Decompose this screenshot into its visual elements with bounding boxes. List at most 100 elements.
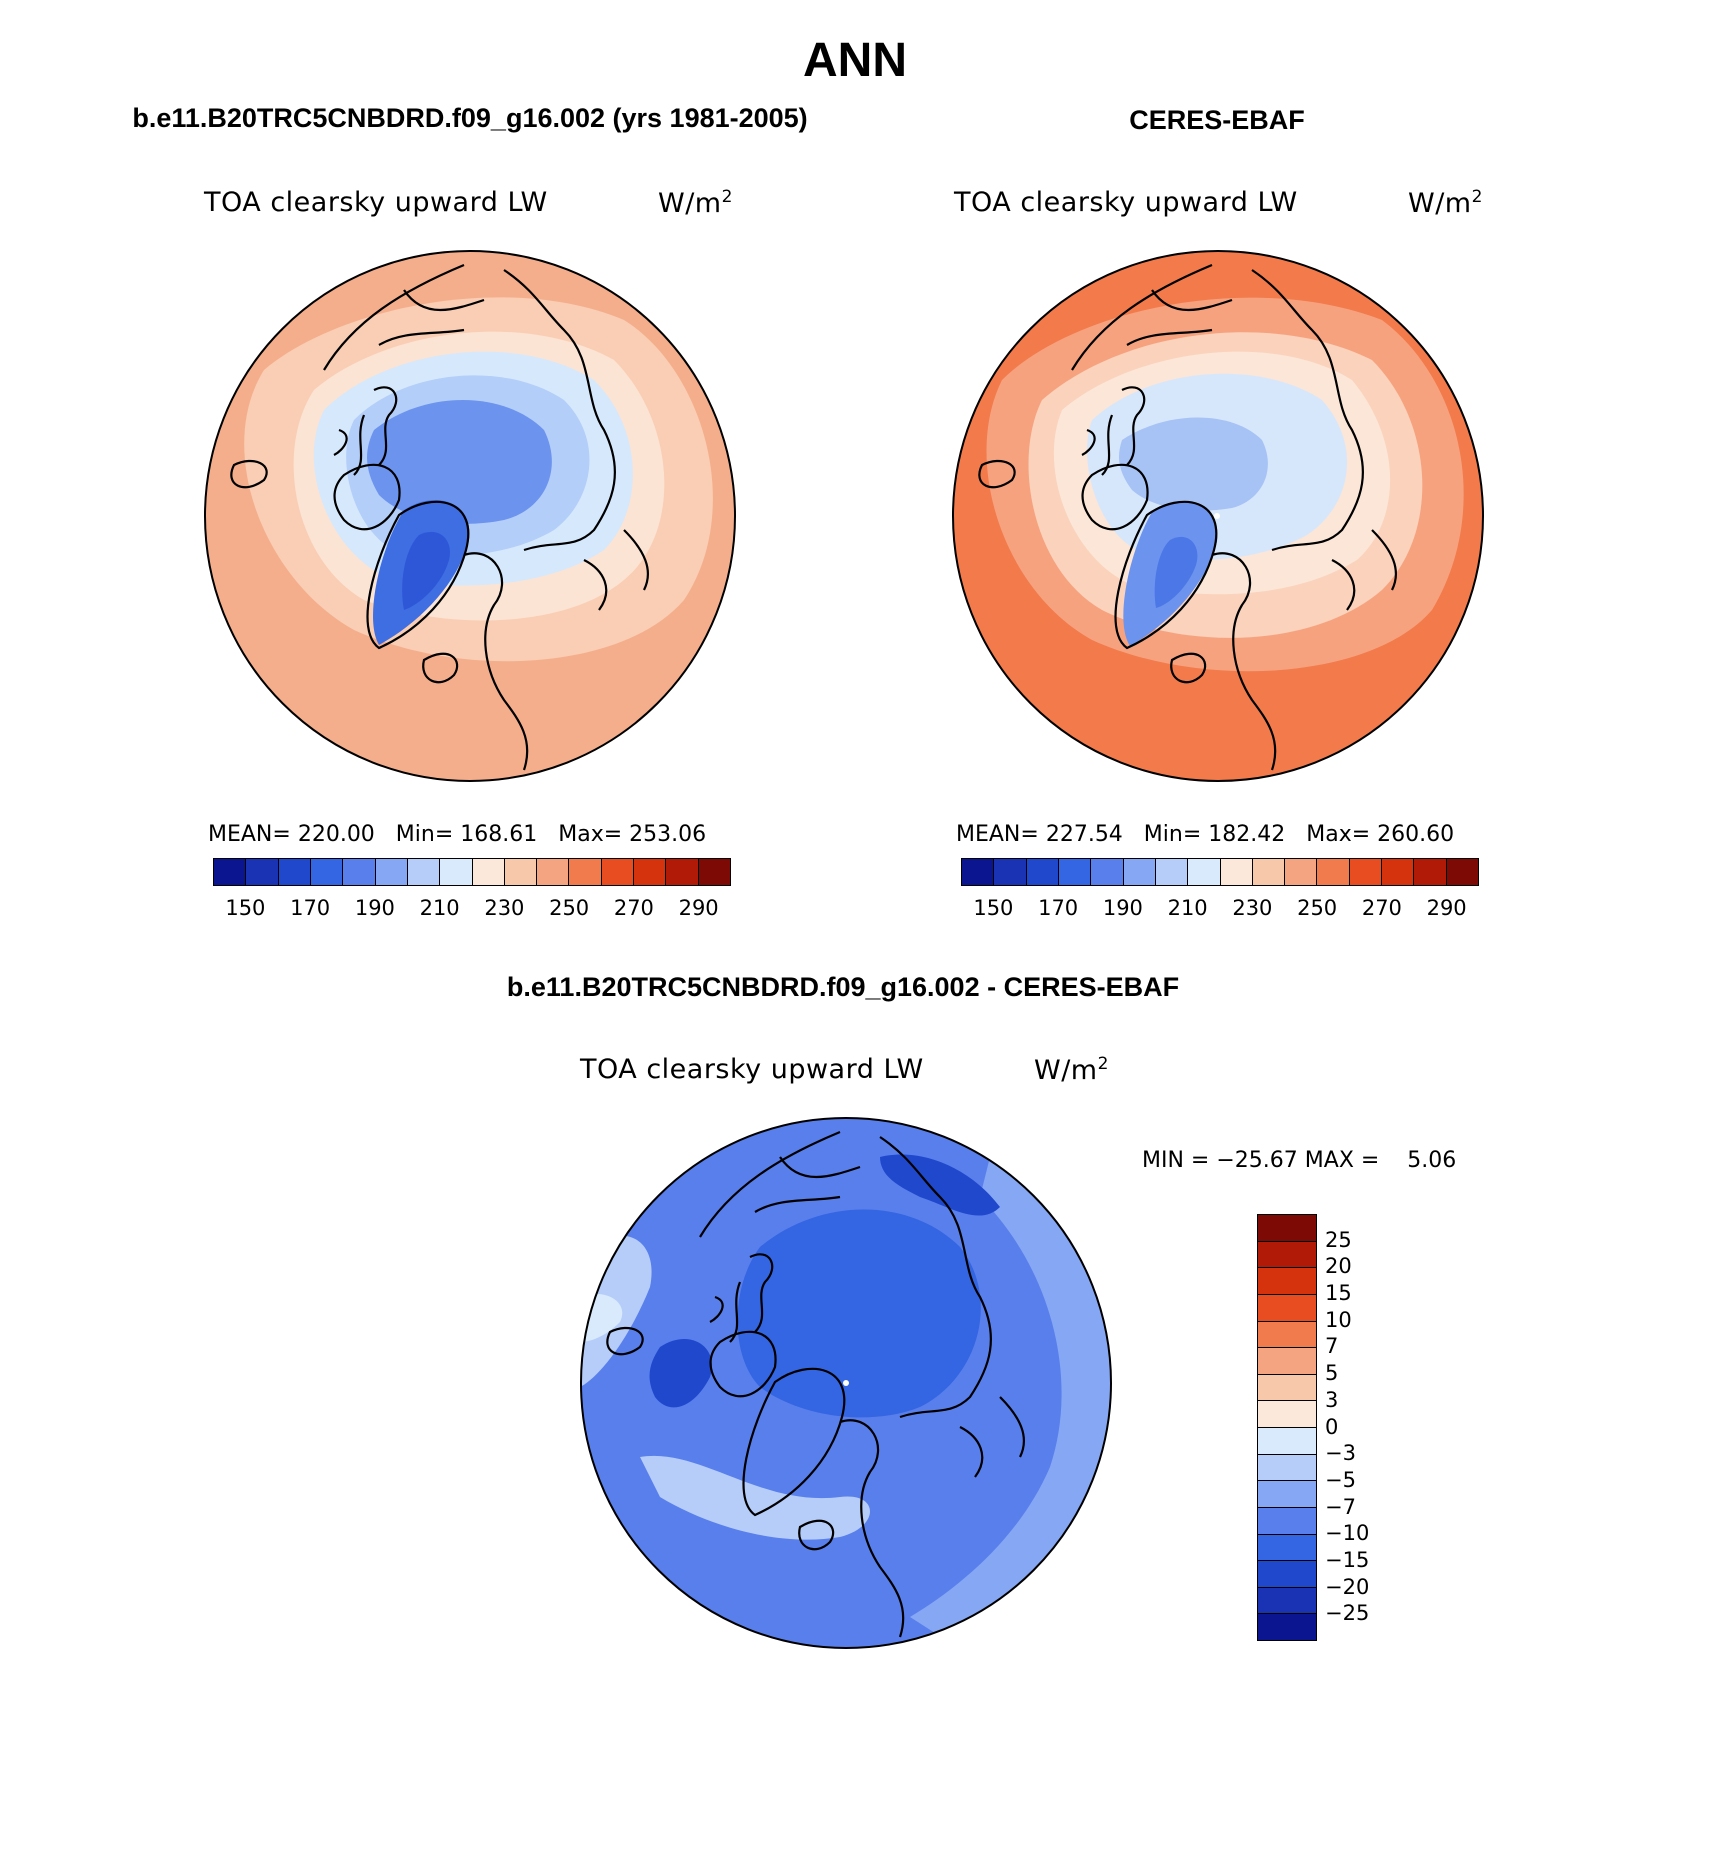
colorbar-swatch <box>1258 1215 1316 1242</box>
units-label-obs: W/m2 <box>1408 187 1483 219</box>
colorbar-tick-label: −10 <box>1325 1521 1370 1546</box>
colorbar-swatch <box>1349 859 1383 885</box>
colorbar-tick-label: 210 <box>419 896 460 920</box>
colorbar-tick-label: 290 <box>678 896 719 920</box>
polar-map-obs <box>952 250 1484 782</box>
colorbar-tick-label: 7 <box>1325 1334 1339 1359</box>
colorbar-swatch <box>1258 1401 1316 1428</box>
map-field-core <box>649 1338 712 1408</box>
map-field-band <box>640 1455 870 1540</box>
colorbar-tick-label: 270 <box>1361 896 1402 920</box>
colorbar-swatch <box>1258 1507 1316 1535</box>
map-field-core <box>737 1209 981 1418</box>
colorbar-swatch <box>1091 859 1124 885</box>
colorbar-ticks-obs: 150 170 190 210 230 250 270 290 <box>961 896 1479 922</box>
colorbar-swatch <box>1188 859 1221 885</box>
map-field-core <box>367 400 552 524</box>
colorbar-tick-label: −3 <box>1325 1441 1356 1466</box>
colorbar-tick-label: 210 <box>1167 896 1208 920</box>
colorbar-swatch <box>1258 1614 1316 1640</box>
colorbar-swatch <box>1382 859 1415 885</box>
panel-title-diff: b.e11.B20TRC5CNBDRD.f09_g16.002 - CERES-… <box>506 972 1180 1002</box>
units-label-model: W/m2 <box>658 187 733 219</box>
colorbar-swatch <box>1258 1561 1316 1588</box>
coastlines <box>978 263 1397 771</box>
colorbar-swatch <box>1258 1428 1316 1455</box>
colorbar-swatch <box>1058 859 1092 885</box>
map-field-core <box>880 1154 1000 1216</box>
colorbar-ticks-model: 150 170 190 210 230 250 270 290 <box>213 896 731 922</box>
colorbar-swatch <box>278 859 311 885</box>
colorbar-model <box>213 858 731 886</box>
greenland-field-core <box>402 531 450 610</box>
colorbar-swatch <box>1258 1268 1316 1295</box>
colorbar-swatch <box>375 859 408 885</box>
colorbar-swatch <box>1258 1374 1316 1402</box>
colorbar-tick-label: 25 <box>1325 1227 1352 1252</box>
colorbar-swatch <box>1258 1481 1316 1508</box>
units-label-diff: W/m2 <box>1034 1054 1109 1086</box>
colorbar-tick-label: 15 <box>1325 1281 1352 1306</box>
colorbar-swatch <box>1026 859 1059 885</box>
colorbar-swatch <box>1414 859 1447 885</box>
colorbar-tick-label: 230 <box>1232 896 1273 920</box>
colorbar-tick-label: −20 <box>1325 1574 1370 1599</box>
colorbar-tick-label: 150 <box>225 896 266 920</box>
colorbar-obs <box>961 858 1479 886</box>
variable-label-model: TOA clearsky upward LW <box>204 187 548 218</box>
colorbar-tick-label: −15 <box>1325 1547 1370 1572</box>
map-field-band <box>910 1118 1111 1648</box>
colorbar-swatch <box>1258 1348 1316 1375</box>
colorbar-swatch <box>1258 1294 1316 1322</box>
colorbar-tick-label: 170 <box>1038 896 1079 920</box>
colorbar-tick-label: 150 <box>973 896 1014 920</box>
colorbar-tick-label: −5 <box>1325 1467 1356 1492</box>
colorbar-tick-label: 290 <box>1426 896 1467 920</box>
colorbar-tick-label: −25 <box>1325 1601 1370 1626</box>
colorbar-tick-label: 230 <box>484 896 525 920</box>
colorbar-swatch <box>214 859 247 885</box>
colorbar-swatch <box>962 859 995 885</box>
colorbar-tick-label: 0 <box>1325 1414 1339 1439</box>
coastlines <box>230 263 649 771</box>
greenland-field-core <box>1154 536 1198 608</box>
colorbar-swatch <box>1446 859 1478 885</box>
colorbar-swatch <box>440 859 473 885</box>
colorbar-swatch <box>1258 1587 1316 1615</box>
colorbar-swatch <box>1258 1534 1316 1562</box>
polar-map-diff <box>580 1117 1112 1649</box>
colorbar-swatch <box>310 859 344 885</box>
colorbar-swatch <box>407 859 441 885</box>
diff-min-max: MIN = −25.67 MAX = 5.06 <box>1142 1148 1457 1173</box>
colorbar-swatch <box>569 859 602 885</box>
colorbar-swatch <box>1285 859 1318 885</box>
colorbar-swatch <box>994 859 1027 885</box>
pole-marker <box>1214 513 1220 519</box>
colorbar-tick-label: 190 <box>354 896 395 920</box>
colorbar-tick-label: 190 <box>1102 896 1143 920</box>
panel-title-obs: CERES-EBAF <box>1129 105 1305 135</box>
colorbar-swatch <box>246 859 279 885</box>
colorbar-tick-label: 250 <box>549 896 590 920</box>
colorbar-ticks-diff: 25 20 15 10 7 5 3 0 −3 −5 −7 −10 −15 −20 −25 <box>1325 1214 1405 1641</box>
colorbar-tick-label: 270 <box>613 896 654 920</box>
colorbar-swatch <box>666 859 699 885</box>
colorbar-swatch <box>1123 859 1156 885</box>
colorbar-tick-label: 10 <box>1325 1307 1352 1332</box>
colorbar-swatch <box>1252 859 1286 885</box>
colorbar-swatch <box>472 859 505 885</box>
coastlines <box>606 1130 1025 1638</box>
colorbar-swatch <box>698 859 730 885</box>
map-field-core <box>1119 417 1268 511</box>
polar-map-model <box>204 250 736 782</box>
pole-marker <box>843 1380 849 1386</box>
colorbar-swatch <box>1155 859 1189 885</box>
stats-model: MEAN= 220.00 Min= 168.61 Max= 253.06 <box>208 822 707 847</box>
colorbar-swatch <box>601 859 635 885</box>
colorbar-tick-label: −7 <box>1325 1494 1356 1519</box>
colorbar-tick-label: 3 <box>1325 1387 1339 1412</box>
colorbar-swatch <box>634 859 667 885</box>
colorbar-swatch <box>343 859 376 885</box>
panel-title-model: b.e11.B20TRC5CNBDRD.f09_g16.002 (yrs 198… <box>132 103 808 133</box>
colorbar-swatch <box>537 859 570 885</box>
